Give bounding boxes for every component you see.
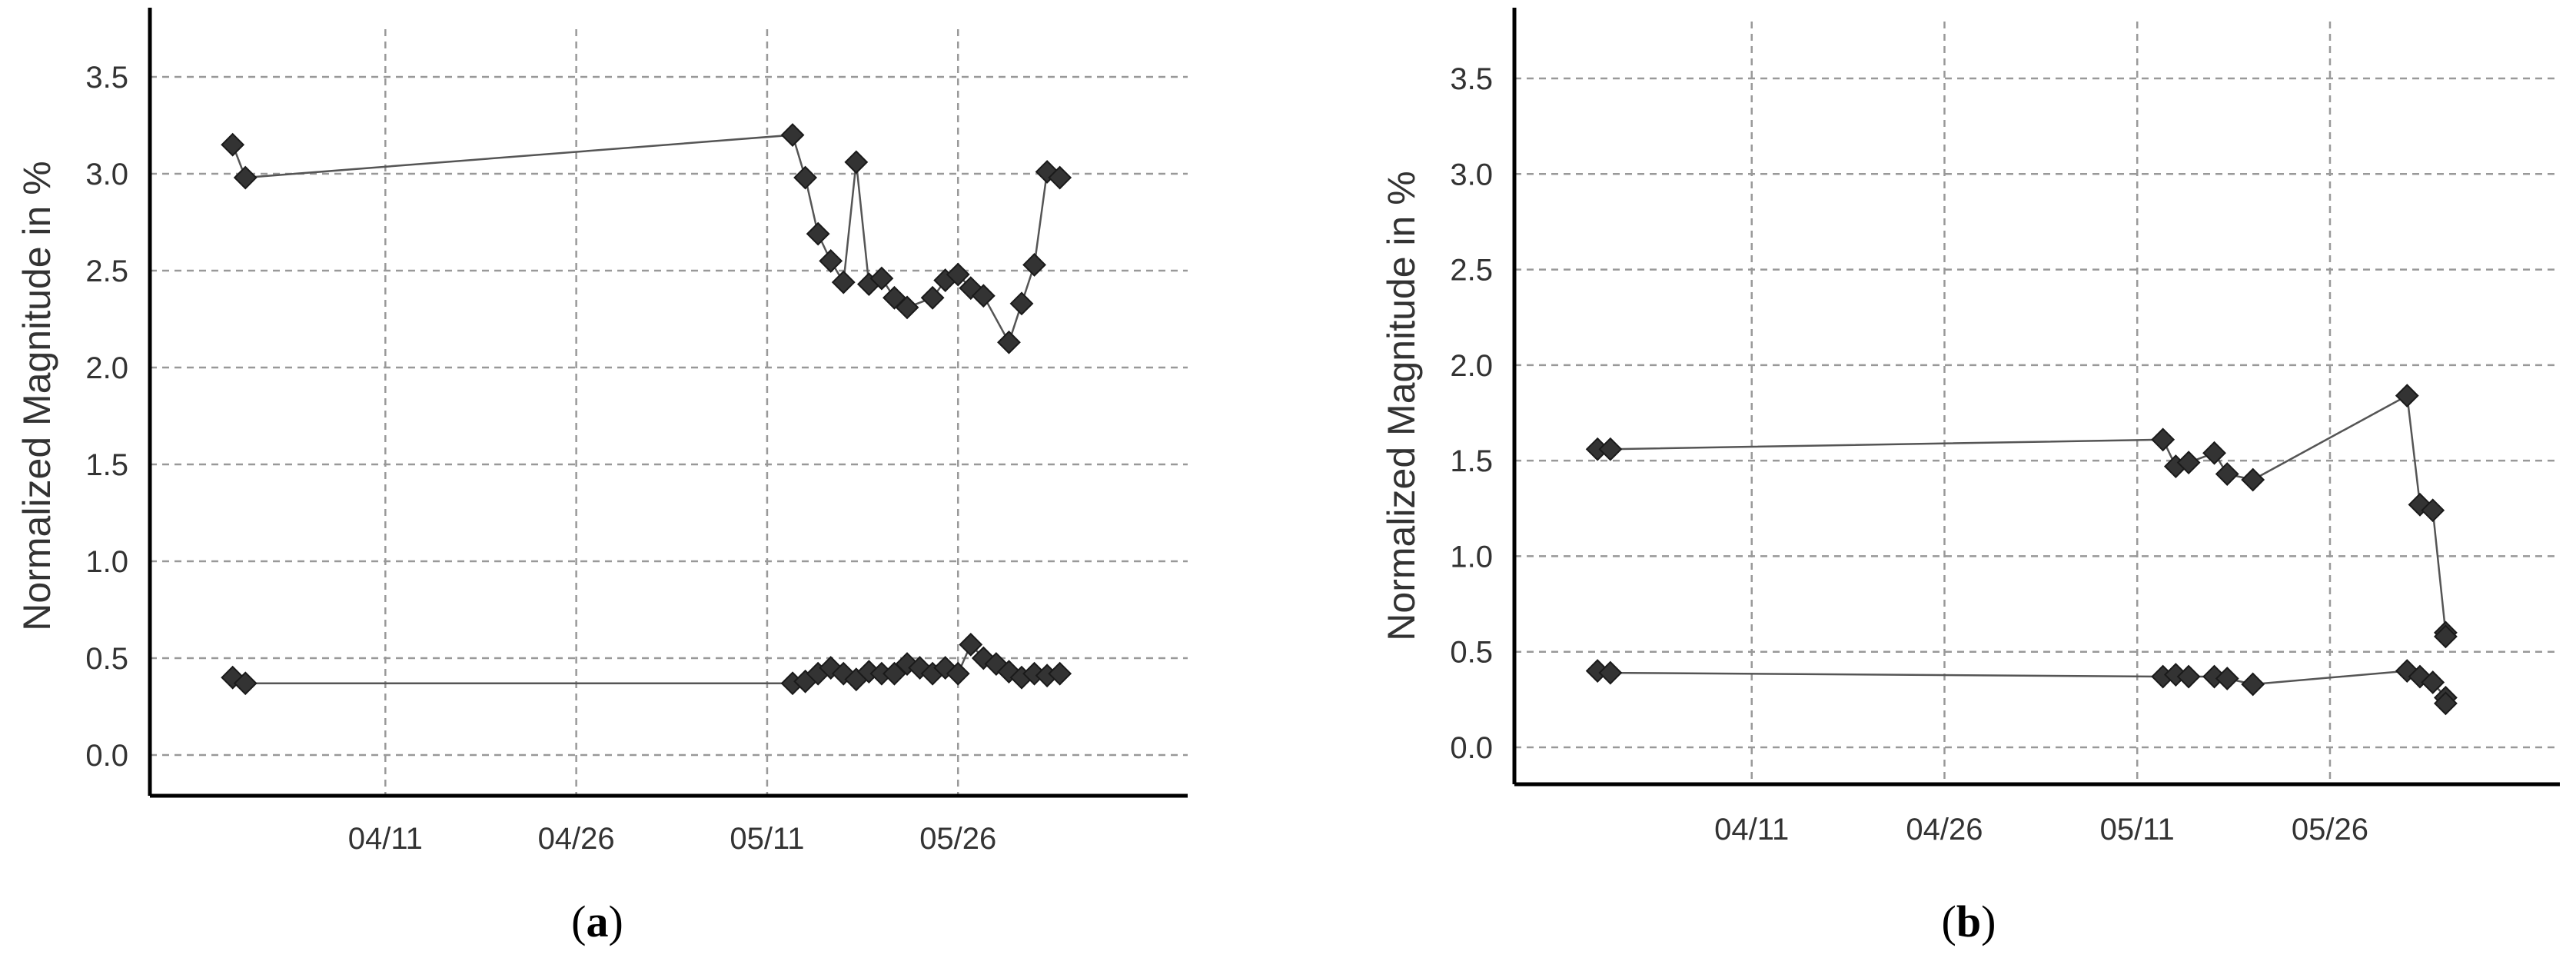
y-tick-label: 0.5 <box>85 642 128 676</box>
caption-open: ( <box>1942 896 1956 946</box>
x-tick-label: 05/26 <box>2292 813 2368 847</box>
data-point-marker <box>971 284 995 308</box>
y-tick-label: 3.0 <box>1450 158 1493 191</box>
data-point-marker <box>2176 664 2201 689</box>
data-point-marker <box>2434 691 2458 716</box>
data-point-marker <box>1022 253 1046 277</box>
data-point-marker <box>2151 427 2175 452</box>
y-tick-label: 1.0 <box>1450 540 1493 574</box>
y-tick-label: 0.0 <box>85 739 128 773</box>
data-point-marker <box>946 262 970 287</box>
y-tick-label: 1.5 <box>1450 444 1493 478</box>
data-point-marker <box>806 221 830 246</box>
data-point-marker <box>895 295 919 320</box>
y-tick-label: 2.5 <box>85 254 128 288</box>
y-tick-label: 1.5 <box>85 448 128 482</box>
data-point-marker <box>2434 624 2458 649</box>
y-tick-label: 3.5 <box>85 61 128 95</box>
data-point-marker <box>920 285 945 310</box>
data-point-marker <box>869 266 894 291</box>
chart-panel-b: Normalized Magnitude in % 0.0 0.5 1.0 1.5 2.… <box>1380 8 2560 847</box>
data-point-marker <box>946 661 970 686</box>
data-point-marker <box>2215 667 2239 690</box>
x-tick-label: 04/26 <box>1906 813 1983 847</box>
data-point-marker <box>2395 384 2419 408</box>
data-point-marker <box>793 165 818 190</box>
x-tick-label: 05/11 <box>2100 813 2175 847</box>
data-point-marker <box>2176 451 2201 475</box>
data-point-marker <box>2421 670 2445 694</box>
caption-close: ) <box>609 896 623 946</box>
y-axis-title: Normalized Magnitude in % <box>1380 171 1423 640</box>
series-line-2 <box>1597 670 2447 704</box>
panel-caption-b: (b) <box>1942 896 1996 946</box>
data-point-marker <box>1009 291 1034 316</box>
y-tick-label: 2.0 <box>1450 349 1493 383</box>
y-tick-label: 1.0 <box>85 545 128 579</box>
data-point-marker <box>959 632 983 657</box>
x-tick-label: 04/11 <box>348 822 423 856</box>
y-tick-label: 3.5 <box>1450 62 1493 96</box>
data-point-marker <box>1598 437 1623 461</box>
data-point-marker <box>221 132 245 157</box>
y-tick-label: 2.0 <box>85 351 128 385</box>
x-tick-label: 04/26 <box>538 822 615 856</box>
data-point-marker <box>2215 462 2239 486</box>
data-point-marker <box>844 150 869 175</box>
y-tick-label: 0.0 <box>1450 731 1493 765</box>
caption-letter: a <box>587 896 609 946</box>
x-tick-label: 05/11 <box>730 822 804 856</box>
panel-caption-a: (a) <box>571 896 623 946</box>
y-tick-label: 3.0 <box>85 158 128 191</box>
chart-panel-a: Normalized Magnitude in % 0.0 0.5 1.0 1.5 2.… <box>15 8 1188 856</box>
data-point-marker <box>819 248 843 273</box>
y-tick-label: 2.5 <box>1450 254 1493 288</box>
data-point-marker <box>1048 165 1072 190</box>
series-line-1 <box>231 134 1061 345</box>
data-point-marker <box>2421 498 2445 523</box>
data-point-marker <box>780 123 805 148</box>
x-tick-label: 04/11 <box>1714 813 1789 847</box>
data-point-marker <box>1598 660 1623 685</box>
data-point-marker <box>233 165 258 190</box>
caption-letter: b <box>1956 896 1981 946</box>
data-point-marker <box>1048 661 1072 686</box>
caption-close: ) <box>1981 896 1996 946</box>
caption-open: ( <box>571 896 586 946</box>
data-point-marker <box>997 330 1021 354</box>
data-point-marker <box>2241 467 2265 492</box>
y-axis-title: Normalized Magnitude in % <box>15 161 58 630</box>
series-line-1 <box>1597 394 2447 637</box>
data-point-marker <box>831 270 856 294</box>
x-tick-label: 05/26 <box>919 822 996 856</box>
data-point-marker <box>233 671 258 696</box>
data-point-marker <box>2241 672 2265 697</box>
y-tick-label: 0.5 <box>1450 636 1493 670</box>
data-point-marker <box>2202 441 2226 465</box>
